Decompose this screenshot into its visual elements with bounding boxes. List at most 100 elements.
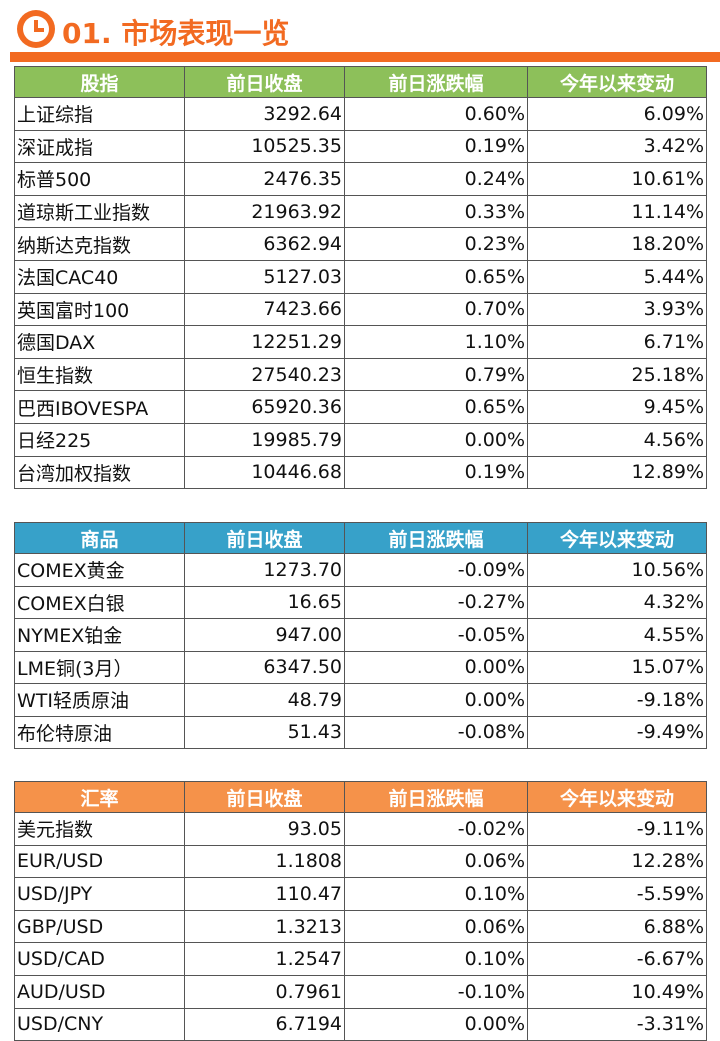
cell: USD/CAD: [14, 942, 185, 976]
cell: 0.79%: [344, 357, 528, 392]
cell: 3.93%: [527, 292, 707, 327]
cell: 10.56%: [527, 553, 707, 587]
cell: -0.27%: [344, 585, 528, 619]
cell: 0.7961: [184, 974, 345, 1009]
cell: 6347.50: [184, 650, 345, 684]
header-cell: 股指: [14, 66, 185, 98]
data-row: 纳斯达克指数 6362.94 0.23% 18.20%: [14, 227, 707, 261]
cell: 巴西IBOVESPA: [14, 390, 185, 424]
header-cell: 前日收盘: [184, 66, 345, 98]
cell: 0.00%: [344, 1007, 528, 1041]
cell: 0.70%: [344, 292, 528, 327]
header-cell: 前日涨跌幅: [344, 522, 528, 554]
header-cell: 前日涨跌幅: [344, 66, 528, 98]
header: 01. 市场表现一览: [0, 0, 720, 64]
page-title: 01. 市场表现一览: [62, 17, 290, 50]
cell: 48.79: [184, 683, 345, 717]
cell: 0.33%: [344, 194, 528, 229]
data-row: USD/JPY 110.47 0.10% -5.59%: [14, 877, 707, 911]
cell: 0.24%: [344, 162, 528, 196]
cell: 6.88%: [527, 909, 707, 944]
data-row: 布伦特原油 51.43 -0.08% -9.49%: [14, 715, 707, 749]
cell: 0.00%: [344, 650, 528, 684]
cell: 11.14%: [527, 194, 707, 229]
cell: 纳斯达克指数: [14, 227, 185, 261]
data-row: 台湾加权指数 10446.68 0.19% 12.89%: [14, 455, 707, 490]
cell: 0.00%: [344, 422, 528, 457]
cell: 4.32%: [527, 585, 707, 619]
cell: 27540.23: [184, 357, 345, 392]
cell: -9.49%: [527, 715, 707, 749]
cell: 12.28%: [527, 844, 707, 879]
cell: 15.07%: [527, 650, 707, 684]
data-row: EUR/USD 1.1808 0.06% 12.28%: [14, 844, 707, 879]
cell: 110.47: [184, 877, 345, 911]
cell: 10525.35: [184, 129, 345, 164]
data-row: 法国CAC40 5127.03 0.65% 5.44%: [14, 259, 707, 294]
cell: -9.11%: [527, 812, 707, 846]
data-row: USD/CNY 6.7194 0.00% -3.31%: [14, 1007, 707, 1041]
cell: 19985.79: [184, 422, 345, 457]
cell: 10.61%: [527, 162, 707, 196]
header-cell: 今年以来变动: [527, 781, 707, 813]
header-cell: 今年以来变动: [527, 522, 707, 554]
header-cell: 前日收盘: [184, 781, 345, 813]
data-row: 恒生指数 27540.23 0.79% 25.18%: [14, 357, 707, 392]
cell: -0.10%: [344, 974, 528, 1009]
market-table: 股指 前日收盘 前日涨跌幅 今年以来变动 上证综指 3292.64 0.60% 6.09% 深证…: [14, 66, 707, 490]
cell: 0.65%: [344, 259, 528, 294]
cell: -0.08%: [344, 715, 528, 749]
cell: 4.55%: [527, 618, 707, 652]
data-row: 日经225 19985.79 0.00% 4.56%: [14, 422, 707, 457]
cell: 6.09%: [527, 97, 707, 131]
cell: -0.05%: [344, 618, 528, 652]
data-row: LME铜(3月） 6347.50 0.00% 15.07%: [14, 650, 707, 684]
cell: 10.49%: [527, 974, 707, 1009]
header-cell: 前日收盘: [184, 522, 345, 554]
cell: 4.56%: [527, 422, 707, 457]
clock-icon: [17, 10, 55, 48]
cell: 6.7194: [184, 1007, 345, 1041]
header-row: 汇率 前日收盘 前日涨跌幅 今年以来变动: [14, 781, 707, 813]
cell: GBP/USD: [14, 909, 185, 944]
cell: 0.60%: [344, 97, 528, 131]
cell: LME铜(3月）: [14, 650, 185, 684]
cell: 5127.03: [184, 259, 345, 294]
cell: 6362.94: [184, 227, 345, 261]
cell: 法国CAC40: [14, 259, 185, 294]
cell: 2476.35: [184, 162, 345, 196]
cell: 0.06%: [344, 909, 528, 944]
cell: 0.19%: [344, 129, 528, 164]
cell: 12.89%: [527, 455, 707, 490]
cell: 12251.29: [184, 325, 345, 359]
data-row: 道琼斯工业指数 21963.92 0.33% 11.14%: [14, 194, 707, 229]
header-row: 商品 前日收盘 前日涨跌幅 今年以来变动: [14, 522, 707, 554]
data-row: COMEX白银 16.65 -0.27% 4.32%: [14, 585, 707, 619]
cell: 台湾加权指数: [14, 455, 185, 490]
market-table: 商品 前日收盘 前日涨跌幅 今年以来变动 COMEX黄金 1273.70 -0.09% 10.…: [14, 522, 707, 749]
cell: 21963.92: [184, 194, 345, 229]
cell: 0.10%: [344, 942, 528, 976]
cell: 0.00%: [344, 683, 528, 717]
cell: 3.42%: [527, 129, 707, 164]
cell: -0.02%: [344, 812, 528, 846]
cell: -3.31%: [527, 1007, 707, 1041]
cell: WTI轻质原油: [14, 683, 185, 717]
cell: 0.65%: [344, 390, 528, 424]
cell: NYMEX铂金: [14, 618, 185, 652]
data-row: COMEX黄金 1273.70 -0.09% 10.56%: [14, 553, 707, 587]
cell: 51.43: [184, 715, 345, 749]
cell: 英国富时100: [14, 292, 185, 327]
data-row: GBP/USD 1.3213 0.06% 6.88%: [14, 909, 707, 944]
data-row: 英国富时100 7423.66 0.70% 3.93%: [14, 292, 707, 327]
cell: 65920.36: [184, 390, 345, 424]
cell: -6.67%: [527, 942, 707, 976]
cell: 1.10%: [344, 325, 528, 359]
header-row: 股指 前日收盘 前日涨跌幅 今年以来变动: [14, 66, 707, 98]
cell: 0.23%: [344, 227, 528, 261]
data-row: NYMEX铂金 947.00 -0.05% 4.55%: [14, 618, 707, 652]
cell: 标普500: [14, 162, 185, 196]
cell: 恒生指数: [14, 357, 185, 392]
cell: 0.10%: [344, 877, 528, 911]
